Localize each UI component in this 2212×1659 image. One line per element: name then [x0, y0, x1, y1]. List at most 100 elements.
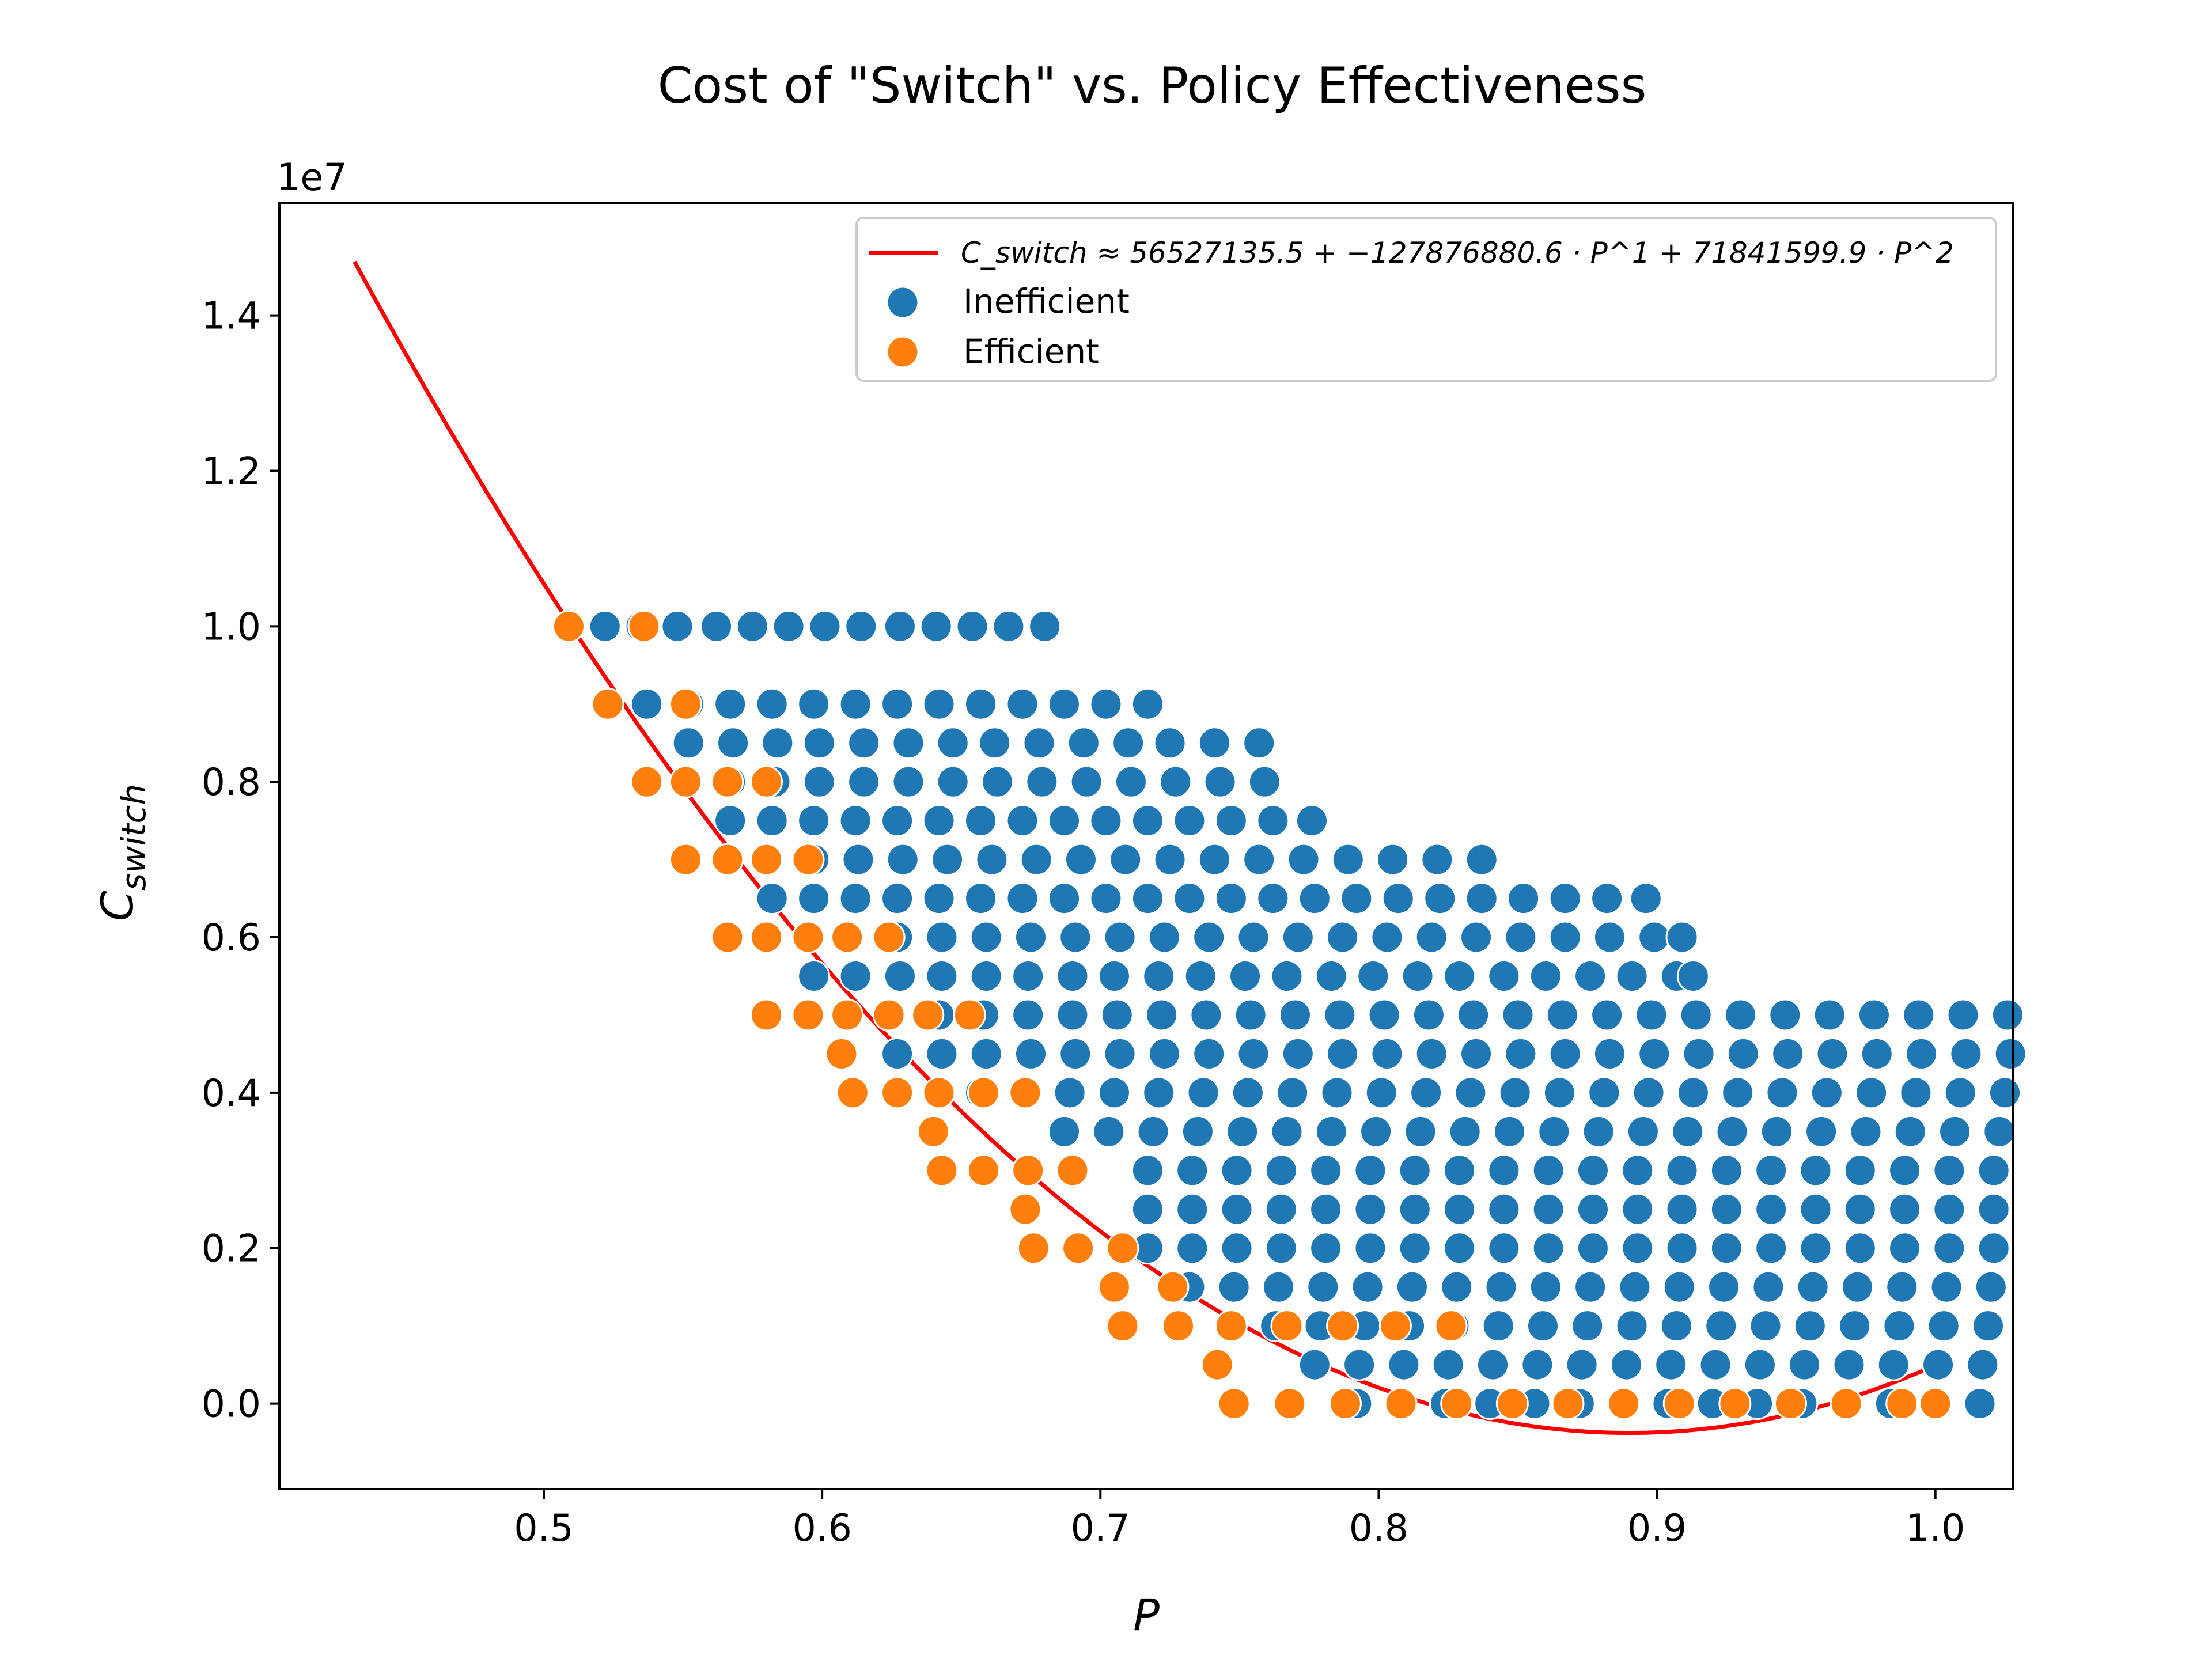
inefficient-point — [1281, 921, 1315, 954]
legend-fit-label: C_switch ≈ 56527135.5 + −127876880.6 · P… — [961, 236, 1954, 270]
inefficient-point — [1047, 804, 1081, 838]
inefficient-point — [1930, 1270, 1963, 1304]
inefficient-point — [1131, 1154, 1164, 1187]
inefficient-point — [1351, 1270, 1384, 1304]
y-tick-label: 1.4 — [202, 295, 261, 338]
efficient-point — [1774, 1387, 1807, 1421]
inefficient-point — [630, 687, 664, 721]
inefficient-point — [992, 609, 1025, 643]
inefficient-point — [1843, 1192, 1877, 1226]
efficient-point — [1440, 1387, 1474, 1421]
inefficient-point — [1243, 843, 1276, 876]
inefficient-point — [1788, 1348, 1821, 1381]
inefficient-point — [1187, 1076, 1220, 1109]
inefficient-point — [717, 726, 750, 760]
inefficient-point — [1593, 1037, 1626, 1070]
inefficient-point — [1983, 1115, 2016, 1148]
inefficient-point — [1070, 765, 1103, 798]
efficient-point — [750, 921, 783, 954]
efficient-point — [1378, 1309, 1412, 1343]
inefficient-point — [1576, 1192, 1609, 1226]
inefficient-point — [883, 609, 916, 643]
inefficient-point — [839, 687, 872, 721]
efficient-point — [1662, 1387, 1696, 1421]
inefficient-point — [1103, 1037, 1137, 1070]
efficient-point — [1273, 1387, 1306, 1421]
inefficient-point — [969, 959, 1003, 993]
chart-title: Cost of "Switch" vs. Policy Effectivenes… — [658, 57, 1647, 115]
inefficient-point — [1398, 1192, 1431, 1226]
inefficient-point — [1181, 1115, 1214, 1148]
inefficient-point — [1621, 1154, 1654, 1187]
efficient-point — [750, 765, 783, 798]
inefficient-point — [1454, 1076, 1487, 1109]
inefficient-point — [772, 609, 805, 643]
inefficient-point — [1231, 1076, 1264, 1109]
efficient-point — [1495, 1387, 1529, 1421]
inefficient-point — [1256, 882, 1290, 915]
inefficient-point — [892, 726, 925, 760]
inefficient-point — [1972, 1309, 2005, 1343]
efficient-point — [711, 843, 744, 876]
inefficient-point — [1548, 921, 1582, 954]
efficient-point — [1217, 1387, 1251, 1421]
inefficient-point — [1487, 1232, 1521, 1265]
inefficient-point — [1198, 843, 1231, 876]
inefficient-point — [1618, 1270, 1652, 1304]
inefficient-point — [1710, 1232, 1743, 1265]
inefficient-point — [1320, 1076, 1354, 1109]
inefficient-point — [1306, 1270, 1340, 1304]
inefficient-point — [1537, 1115, 1571, 1148]
inefficient-point — [969, 1037, 1003, 1070]
inefficient-point — [922, 687, 956, 721]
inefficient-point — [1457, 998, 1490, 1032]
inefficient-point — [881, 804, 914, 838]
inefficient-point — [1131, 1192, 1164, 1226]
inefficient-point — [1571, 1309, 1604, 1343]
inefficient-point — [1476, 1348, 1510, 1381]
inefficient-point — [1315, 1115, 1348, 1148]
efficient-point — [1012, 1154, 1045, 1187]
inefficient-point — [1796, 1270, 1830, 1304]
inefficient-point — [1888, 1232, 1922, 1265]
inefficient-point — [1883, 1309, 1916, 1343]
inefficient-point — [1707, 1270, 1741, 1304]
inefficient-point — [1131, 882, 1164, 915]
inefficient-point — [1359, 1115, 1393, 1148]
inefficient-point — [1902, 998, 1936, 1032]
efficient-point — [1326, 1309, 1359, 1343]
x-tick-label: 1.0 — [1906, 1507, 1965, 1550]
inefficient-point — [1933, 1232, 1966, 1265]
inefficient-point — [736, 609, 769, 643]
efficient-point — [791, 921, 825, 954]
inefficient-point — [1354, 1154, 1387, 1187]
inefficient-point — [1493, 1115, 1527, 1148]
inefficient-point — [797, 882, 831, 915]
y-tick-label: 0.2 — [202, 1228, 261, 1271]
y-tick-label: 1.0 — [202, 605, 261, 649]
inefficient-point — [1755, 1154, 1788, 1187]
inefficient-point — [1460, 1037, 1493, 1070]
inefficient-point — [1977, 1192, 2010, 1226]
efficient-point — [791, 998, 825, 1032]
inefficient-point — [1498, 1076, 1532, 1109]
inefficient-point — [1615, 959, 1649, 993]
inefficient-point — [969, 921, 1003, 954]
inefficient-point — [1504, 1037, 1537, 1070]
efficient-point — [922, 1076, 956, 1109]
inefficient-point — [1173, 882, 1206, 915]
x-tick-label: 0.7 — [1071, 1507, 1130, 1550]
inefficient-point — [1590, 882, 1624, 915]
efficient-point — [836, 1076, 869, 1109]
inefficient-point — [1357, 959, 1390, 993]
efficient-points — [552, 609, 1952, 1421]
efficient-point — [669, 843, 702, 876]
inefficient-point — [661, 609, 694, 643]
inefficient-point — [1176, 1192, 1209, 1226]
inefficient-point — [1053, 1076, 1086, 1109]
inefficient-point — [1565, 1348, 1599, 1381]
inefficient-point — [1905, 1037, 1938, 1070]
inefficient-point — [1368, 998, 1401, 1032]
inefficient-point — [1264, 1154, 1298, 1187]
plot-background — [279, 203, 2013, 1489]
